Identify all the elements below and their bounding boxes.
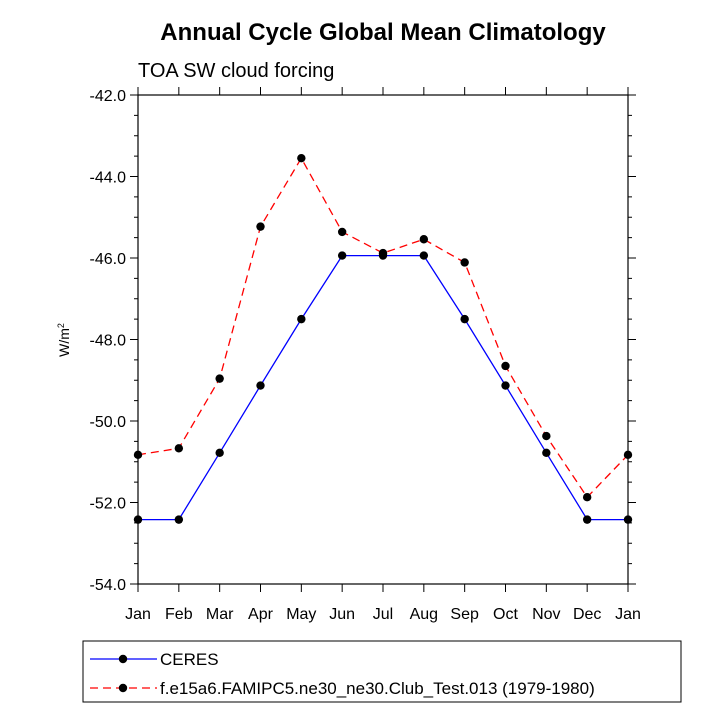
y-tick-label: -42.0 (90, 88, 127, 105)
x-tick-label: Aug (410, 606, 438, 623)
series-1-point (256, 222, 265, 231)
series-0-point (623, 515, 633, 524)
series-0-point (501, 381, 510, 390)
y-axis: -54.0 -52.0 -50.0 -48.0 -46.0 -44.0 -42.0 (90, 88, 636, 594)
x-tick-label: Jun (329, 606, 355, 623)
x-tick-label: Jan (615, 606, 641, 623)
series-0-point (215, 448, 224, 457)
series-1-point (501, 361, 510, 371)
series-0-point (256, 381, 265, 390)
legend-marker-1 (118, 683, 128, 693)
legend-label-1: f.e15a6.FAMIPC5.ne30_ne30.Club_Test.013 … (160, 679, 595, 698)
x-tick-label: Feb (165, 606, 193, 623)
x-tick-label: Jan (125, 606, 151, 623)
series-1-point (460, 258, 469, 267)
y-axis-label-superscript: 2 (56, 323, 66, 328)
series-0-point (582, 515, 592, 524)
y-axis-label-text: W/m (56, 328, 72, 357)
series-line-0 (138, 254, 628, 521)
series-0-point (337, 251, 347, 260)
series-0-point (297, 314, 306, 324)
x-tick-label: Oct (493, 606, 518, 623)
plot-frame (137, 94, 629, 585)
series-line-1 (137, 156, 629, 499)
chart-title: Annual Cycle Global Mean Climatology (160, 19, 606, 46)
y-tick-label: -54.0 (90, 577, 127, 594)
series-layer (133, 153, 633, 524)
y-tick-label: -50.0 (90, 414, 127, 431)
legend-label-0: CERES (160, 650, 219, 669)
x-tick-label: Mar (206, 606, 234, 623)
series-1-point (337, 227, 347, 237)
series-1-point (133, 450, 143, 460)
y-tick-label: -46.0 (90, 251, 127, 268)
series-0-point (419, 251, 429, 260)
series-1-point (215, 374, 224, 383)
series-0-point (460, 314, 469, 324)
series-0-point (542, 448, 551, 457)
legend-box (82, 640, 682, 703)
x-axis: Jan Feb Mar Apr May Jun Jul Aug Sep Oct Nov Dec Jan (125, 87, 641, 623)
series-0-point (174, 515, 184, 524)
series-1-point (582, 493, 592, 502)
series-1-point (174, 444, 184, 453)
legend: CERES f.e15a6.FAMIPC5.ne30_ne30.Club_Test… (90, 650, 595, 698)
x-tick-label: Nov (532, 606, 560, 623)
chart-subtitle: TOA SW cloud forcing (138, 60, 334, 82)
series-1-point (419, 235, 429, 244)
x-tick-label: Jul (373, 606, 393, 623)
series-1-point (623, 450, 633, 460)
y-tick-label: -44.0 (90, 170, 127, 187)
series-0-point (133, 515, 143, 524)
x-tick-label: Apr (248, 606, 274, 623)
x-tick-label: May (286, 606, 316, 623)
legend-marker-0 (118, 654, 128, 664)
series-1-point (297, 153, 306, 163)
x-tick-label: Dec (573, 606, 601, 623)
y-axis-label: W/m2 (56, 323, 72, 357)
x-tick-label: Sep (450, 606, 479, 623)
y-tick-label: -52.0 (90, 496, 127, 513)
series-1-point (542, 431, 551, 441)
y-tick-label: -48.0 (90, 333, 127, 350)
series-1-point (378, 248, 388, 258)
